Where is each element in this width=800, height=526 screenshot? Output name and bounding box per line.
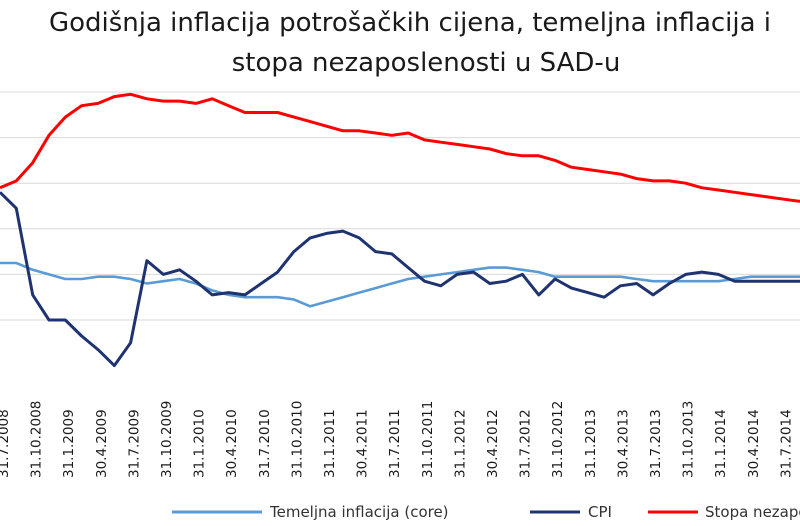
series-line-temeljna-inflacija-core (0, 261, 800, 308)
x-axis-tick-labels: 31.7.2008 31.10.2008 31.1.2009 30.4.2009 31.… (0, 401, 794, 478)
x-tick-label: 30.4.2010 (224, 409, 240, 478)
x-tick-label: 31.10.2008 (29, 401, 45, 478)
x-tick-label: 30.4.2009 (94, 409, 110, 478)
x-tick-label: 31.10.2012 (550, 401, 566, 478)
legend-label: Temeljna inflacija (core) (269, 503, 449, 521)
x-tick-label: 31.10.2011 (420, 401, 436, 478)
x-tick-label: 31.7.2009 (126, 409, 142, 478)
x-tick-label: 30.4.2011 (355, 409, 371, 478)
x-tick-label: 31.7.2008 (0, 409, 12, 478)
x-tick-label: 31.1.2014 (713, 409, 729, 478)
legend: Temeljna inflacija (core) CPI Stopa nezapo… (172, 503, 800, 521)
x-tick-label: 31.7.2013 (648, 409, 664, 478)
x-tick-label: 30.4.2014 (746, 409, 762, 478)
x-tick-label: 31.7.2014 (778, 409, 794, 478)
gridlines (0, 91, 800, 321)
legend-label: CPI (588, 503, 612, 521)
series-line-cpi (0, 191, 800, 368)
chart-title-line-2: stopa nezaposlenosti u SAD-u (231, 48, 621, 78)
x-tick-label: 31.1.2012 (452, 409, 468, 478)
x-tick-label: 31.10.2010 (289, 401, 305, 478)
series-line-stopa-nezaposlenosti (0, 92, 800, 203)
chart-title-line-1: Godišnja inflacija potrošačkih cijena, t… (48, 8, 772, 38)
plot-area (0, 92, 800, 368)
x-tick-label: 31.1.2010 (192, 409, 208, 478)
x-tick-label: 31.7.2010 (257, 409, 273, 478)
x-tick-label: 30.4.2012 (485, 409, 501, 478)
x-tick-label: 31.7.2011 (387, 409, 403, 478)
x-tick-label: 31.10.2013 (681, 401, 697, 478)
x-tick-label: 31.1.2009 (61, 409, 77, 478)
x-tick-label: 31.7.2012 (518, 409, 534, 478)
x-tick-label: 31.1.2013 (583, 409, 599, 478)
legend-label: Stopa nezaposlenosti (705, 503, 800, 521)
x-tick-label: 30.4.2013 (615, 409, 631, 478)
x-tick-label: 31.1.2011 (322, 409, 338, 478)
x-tick-label: 31.10.2009 (159, 401, 175, 478)
